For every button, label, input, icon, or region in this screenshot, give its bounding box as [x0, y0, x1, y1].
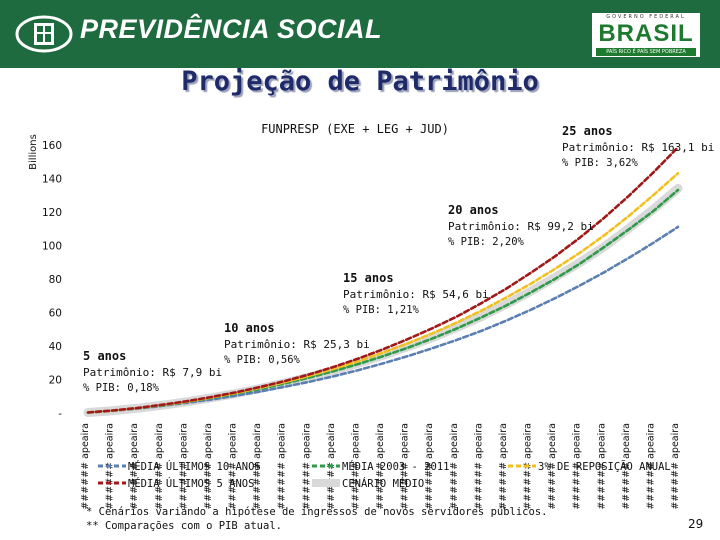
x-tick-label: ###### apeaira: [301, 423, 312, 510]
x-tick-label: ###### apeaira: [277, 423, 288, 510]
annotation-label: 25 anos: [562, 124, 613, 138]
x-tick-label: ###### apeaira: [154, 423, 165, 510]
annotation-pib: % PIB: 1,21%: [343, 304, 420, 316]
footnote-1: * Cenários variando a hipótese de ingres…: [86, 506, 548, 518]
x-tick-label: ###### apeaira: [473, 423, 484, 510]
page-number: 29: [688, 517, 704, 531]
x-tick-label: ###### apeaira: [228, 423, 239, 510]
gov-brasil-logo: GOVERNO FEDERAL BRASIL PAÍS RICO É PAÍS …: [592, 13, 700, 57]
y-axis-label: Billions: [28, 134, 39, 170]
y-tick-label: 120: [42, 207, 62, 219]
x-tick-label: ###### apeaira: [670, 423, 681, 510]
x-tick-label: ###### apeaira: [498, 423, 509, 510]
y-tick-label: 100: [42, 240, 62, 252]
y-tick-label: -: [58, 408, 62, 420]
annotation-label: 5 anos: [83, 349, 126, 363]
chart-title: FUNPRESP (EXE + LEG + JUD): [261, 122, 449, 136]
header-bar: PREVIDÊNCIA SOCIAL GOVERNO FEDERAL BRASI…: [0, 0, 720, 68]
x-tick-label: ###### apeaira: [203, 423, 214, 510]
y-tick-label: 140: [42, 173, 62, 185]
annotation-patrimonio: Patrimônio: R$ 99,2 bi: [448, 220, 594, 233]
brand-name: PREVIDÊNCIA SOCIAL: [80, 14, 383, 44]
x-tick-label: ###### apeaira: [350, 423, 361, 510]
y-tick-label: 160: [42, 140, 62, 152]
x-tick-label: ###### apeaira: [449, 423, 460, 510]
footnote-2: ** Comparações com o PIB atual.: [86, 520, 282, 532]
annotation-label: 10 anos: [224, 321, 275, 335]
x-tick-label: ###### apeaira: [547, 423, 558, 510]
y-tick-label: 60: [49, 307, 62, 319]
x-tick-label: ###### apeaira: [375, 423, 386, 510]
x-tick-label: ###### apeaira: [178, 423, 189, 510]
annotation-pib: % PIB: 0,18%: [83, 382, 160, 394]
x-tick-label: ###### apeaira: [572, 423, 583, 510]
annotation-label: 20 anos: [448, 203, 499, 217]
annotation-pib: % PIB: 0,56%: [224, 354, 301, 366]
x-tick-label: ###### apeaira: [400, 423, 411, 510]
gov-brasil-word: BRASIL: [598, 20, 694, 47]
annotation-pib: % PIB: 2,20%: [448, 236, 525, 248]
annotation-patrimonio: Patrimônio: R$ 54,6 bi: [343, 288, 489, 301]
x-tick-label: ###### apeaira: [645, 423, 656, 510]
legend-label: MÉDIA ÚLTIMOS 10 ANOS: [128, 460, 261, 473]
x-tick-label: ###### apeaira: [424, 423, 435, 510]
y-tick-label: 80: [49, 274, 62, 286]
gov-slogan: PAÍS RICO É PAÍS SEM POBREZA: [596, 48, 696, 56]
legend-label: MÉDIA 2003 - 2011: [342, 460, 449, 473]
legend-label: 3% DE REPOSIÇÃO ANUAL: [538, 460, 671, 473]
x-tick-label: ###### apeaira: [621, 423, 632, 510]
x-tick-label: ###### apeaira: [80, 423, 91, 510]
annotation-patrimonio: Patrimônio: R$ 163,1 bi: [562, 141, 714, 154]
x-tick-label: ###### apeaira: [252, 423, 263, 510]
gov-top-text: GOVERNO FEDERAL: [606, 14, 686, 20]
footnotes: * Cenários variando a hipótese de ingres…: [86, 505, 547, 533]
annotation-patrimonio: Patrimônio: R$ 7,9 bi: [83, 366, 222, 379]
previdencia-logo-icon: [15, 15, 73, 53]
x-tick-label: ###### apeaira: [129, 423, 140, 510]
legend-label: CENÁRIO MÉDIO: [342, 477, 424, 490]
annotation-pib: % PIB: 3,62%: [562, 157, 639, 169]
annotation-patrimonio: Patrimônio: R$ 25,3 bi: [224, 338, 370, 351]
annotation-label: 15 anos: [343, 271, 394, 285]
series-line-2: [86, 146, 680, 414]
y-tick-label: 20: [49, 374, 62, 386]
x-tick-label: ###### apeaira: [596, 423, 607, 510]
y-tick-label: 40: [49, 341, 62, 353]
legend-label: MÉDIA ÚLTIMOS 5 ANOS: [128, 477, 254, 490]
page-title: Projeção de Patrimônio: [181, 66, 539, 97]
